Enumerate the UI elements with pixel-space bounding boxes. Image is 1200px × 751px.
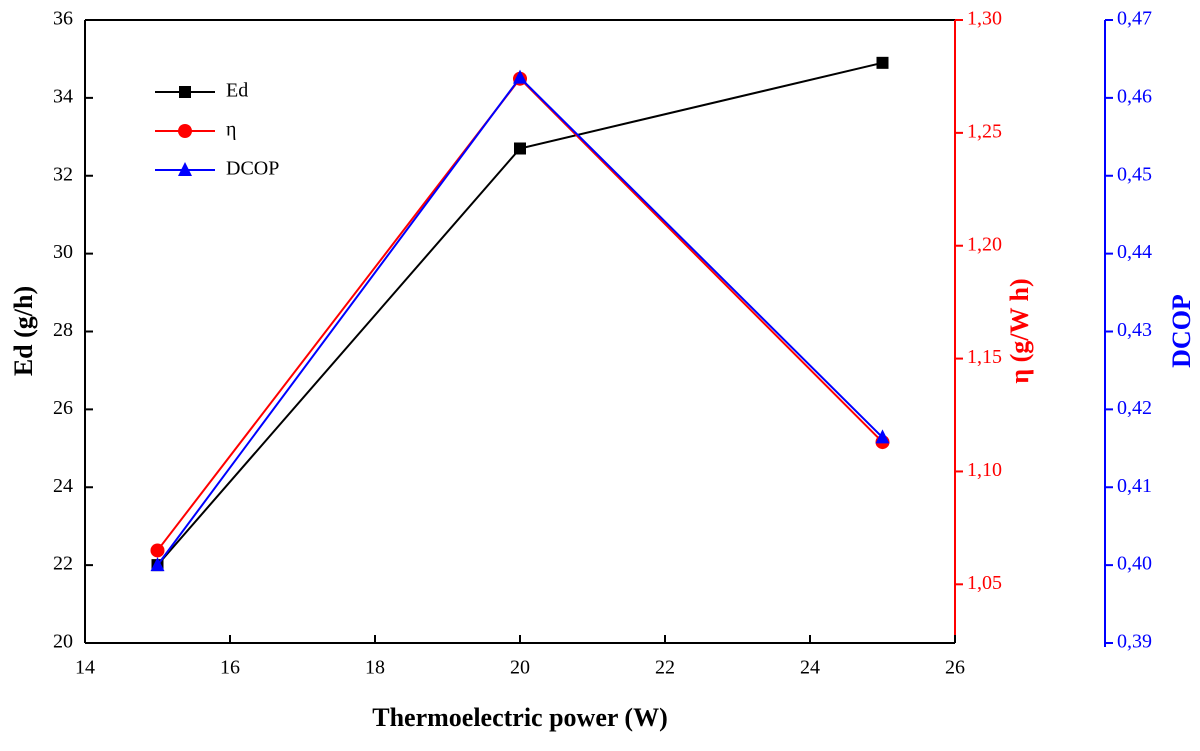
x-tick-label: 14 <box>75 657 95 679</box>
x-tick-label: 26 <box>945 657 965 679</box>
legend-label: η <box>226 119 236 141</box>
y2-tick-label: 1,15 <box>967 346 1002 368</box>
y3-tick-label: 0,42 <box>1117 397 1152 419</box>
y-tick-label: 32 <box>53 163 73 185</box>
y2-tick-label: 1,10 <box>967 459 1002 481</box>
legend-label: DCOP <box>226 158 279 180</box>
legend-marker <box>178 124 192 138</box>
x-tick-label: 22 <box>655 657 675 679</box>
y-tick-label: 34 <box>53 85 73 107</box>
marker <box>513 69 527 84</box>
legend-label: Ed <box>226 80 248 102</box>
x-tick-label: 20 <box>510 657 530 679</box>
y-tick-label: 26 <box>53 397 73 419</box>
legend-marker <box>178 162 192 176</box>
y3-tick-label: 0,40 <box>1117 553 1152 575</box>
y-tick-label: 22 <box>53 553 73 575</box>
y-tick-label: 30 <box>53 241 73 263</box>
y-tick-label: 36 <box>53 8 73 30</box>
marker <box>150 557 165 572</box>
x-axis-label: Thermoelectric power (W) <box>372 703 668 732</box>
y3-tick-label: 0,46 <box>1117 85 1152 107</box>
marker <box>150 543 165 558</box>
y-tick-label: 24 <box>53 475 73 497</box>
legend-marker <box>179 86 191 98</box>
y2-axis-label: η (g/W h) <box>1005 278 1034 383</box>
x-tick-label: 18 <box>365 657 385 679</box>
marker <box>875 429 890 444</box>
y2-tick-label: 1,20 <box>967 233 1002 255</box>
y3-tick-label: 0,43 <box>1117 319 1152 341</box>
x-tick-label: 24 <box>800 657 820 679</box>
y3-tick-label: 0,45 <box>1117 163 1152 185</box>
y-tick-label: 28 <box>53 319 73 341</box>
y2-tick-label: 1,30 <box>967 8 1002 30</box>
y-tick-label: 20 <box>53 631 73 653</box>
y2-tick-label: 1,25 <box>967 120 1002 142</box>
y3-tick-label: 0,44 <box>1117 241 1152 263</box>
y3-tick-label: 0,41 <box>1117 475 1152 497</box>
y3-tick-label: 0,39 <box>1117 631 1152 653</box>
marker <box>876 56 889 69</box>
y3-axis-label: DCOP <box>1167 294 1196 368</box>
marker <box>514 142 526 155</box>
y3-tick-label: 0,47 <box>1117 8 1152 30</box>
x-tick-label: 16 <box>220 657 240 679</box>
y-axis-label: Ed (g/h) <box>9 286 38 376</box>
y2-tick-label: 1,05 <box>967 572 1002 594</box>
